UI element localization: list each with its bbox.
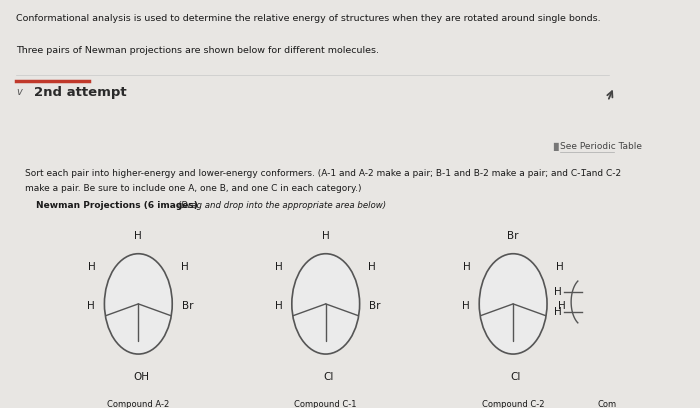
Text: v: v [16, 87, 22, 97]
Text: Three pairs of Newman projections are shown below for different molecules.: Three pairs of Newman projections are sh… [16, 46, 379, 55]
Text: 2nd attempt: 2nd attempt [34, 86, 127, 99]
Text: H: H [462, 301, 470, 311]
Text: (Drag and drop into the appropriate area below): (Drag and drop into the appropriate area… [175, 201, 386, 210]
Text: Conformational analysis is used to determine the relative energy of structures w: Conformational analysis is used to deter… [16, 13, 601, 22]
Text: H: H [87, 301, 95, 311]
Ellipse shape [104, 254, 172, 354]
Text: Compound C-2: Compound C-2 [482, 400, 545, 408]
Text: Sort each pair into higher-energy and lower-energy conformers. (A-1 and A-2 make: Sort each pair into higher-energy and lo… [25, 169, 621, 178]
Text: Br: Br [369, 301, 381, 311]
Bar [551, 399, 565, 408]
Text: See Periodic Table: See Periodic Table [561, 142, 643, 151]
Text: Br: Br [508, 231, 519, 242]
Text: Com: Com [597, 400, 617, 408]
Bar [555, 399, 569, 408]
Text: H: H [368, 262, 376, 272]
Text: Newman Projections (6 images): Newman Projections (6 images) [36, 201, 197, 210]
Text: H: H [88, 262, 96, 272]
Text: H: H [322, 231, 330, 242]
Text: OH: OH [133, 372, 149, 382]
Ellipse shape [292, 254, 360, 354]
Text: H: H [554, 306, 561, 317]
Bar [176, 399, 190, 408]
Bar [363, 399, 377, 408]
Text: Compound C-1: Compound C-1 [295, 400, 357, 408]
Text: H: H [181, 262, 188, 272]
Text: Cl: Cl [323, 372, 334, 382]
Text: Compound A-2: Compound A-2 [107, 400, 169, 408]
Text: make a pair. Be sure to include one A, one B, and one C in each category.): make a pair. Be sure to include one A, o… [25, 184, 361, 193]
Text: H: H [463, 262, 470, 272]
Text: H: H [554, 287, 561, 297]
Text: H: H [274, 301, 282, 311]
Text: ▐▌: ▐▌ [551, 142, 562, 151]
Text: H: H [134, 231, 142, 242]
Text: H: H [559, 301, 566, 311]
Text: Br: Br [182, 301, 193, 311]
Ellipse shape [480, 254, 547, 354]
Text: Cl: Cl [510, 372, 521, 382]
Text: H: H [275, 262, 284, 272]
Text: H: H [556, 262, 564, 272]
